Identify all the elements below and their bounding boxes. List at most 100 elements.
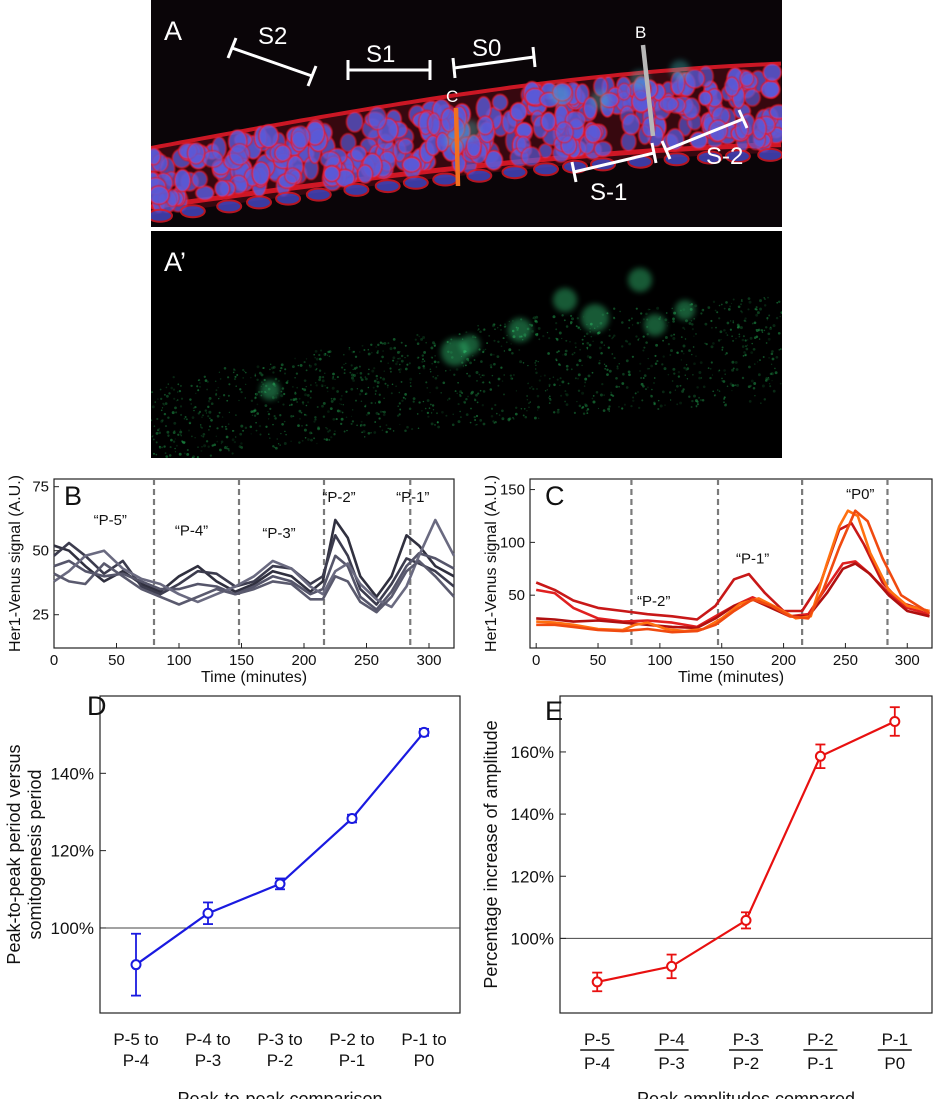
- nucleus-cell: [350, 145, 368, 162]
- green-speckle: [544, 389, 547, 392]
- green-speckle: [276, 438, 278, 440]
- bracket-s0: [453, 55, 535, 70]
- green-speckle: [490, 366, 493, 369]
- green-speckle: [611, 337, 613, 340]
- green-speckle: [598, 346, 602, 350]
- green-speckle: [532, 387, 535, 391]
- green-speckle: [305, 369, 308, 372]
- green-speckle: [305, 404, 308, 407]
- green-speckle: [686, 378, 689, 380]
- green-speckle: [747, 308, 750, 311]
- green-speckle: [454, 390, 457, 393]
- green-speckle: [688, 322, 692, 325]
- epithelial-cell: [179, 204, 206, 219]
- green-speckle: [185, 418, 188, 421]
- green-speckle: [358, 365, 361, 368]
- green-speckle: [727, 308, 731, 311]
- green-speckle: [235, 436, 237, 438]
- green-speckle: [302, 403, 304, 405]
- green-speckle: [408, 407, 412, 411]
- green-speckle: [729, 328, 732, 331]
- green-speckle: [151, 405, 155, 409]
- panel-letter-c: C: [545, 481, 565, 511]
- green-speckle: [744, 354, 747, 357]
- green-speckle: [662, 355, 665, 358]
- green-speckle: [476, 379, 478, 382]
- green-speckle: [657, 407, 660, 411]
- green-speckle: [335, 418, 338, 421]
- green-speckle: [272, 371, 275, 374]
- green-speckle: [256, 412, 260, 415]
- green-speckle: [399, 408, 402, 411]
- green-speckle: [755, 308, 758, 311]
- green-speckle: [474, 419, 477, 421]
- green-speckle: [574, 342, 577, 345]
- green-speckle: [254, 374, 257, 377]
- y-tick-label: 120%: [51, 842, 94, 861]
- nucleus-cell: [752, 117, 767, 141]
- green-speckle: [162, 402, 165, 405]
- green-speckle: [256, 403, 259, 406]
- green-speckle: [299, 363, 303, 367]
- green-speckle: [197, 446, 199, 448]
- green-speckle: [283, 420, 286, 423]
- green-speckle: [726, 334, 729, 336]
- green-speckle: [324, 384, 326, 387]
- green-speckle: [696, 386, 699, 389]
- green-speckle: [778, 300, 781, 303]
- green-speckle: [604, 367, 607, 370]
- green-speckle: [202, 432, 206, 436]
- green-speckle: [376, 351, 379, 354]
- green-speckle: [186, 418, 188, 421]
- green-speckle: [578, 359, 582, 363]
- green-speckle: [308, 364, 311, 366]
- green-speckle: [399, 371, 401, 373]
- green-speckle: [493, 323, 496, 326]
- green-speckle: [698, 376, 701, 380]
- green-speckle: [164, 402, 168, 405]
- green-speckle: [740, 300, 743, 303]
- green-speckle: [565, 403, 569, 406]
- green-speckle: [207, 445, 210, 448]
- green-speckle: [169, 446, 172, 449]
- green-speckle: [255, 392, 258, 396]
- peak-label: “P-1”: [736, 551, 769, 568]
- x-tick-label-numerator: P-3: [733, 1030, 759, 1049]
- green-speckle: [216, 427, 219, 430]
- x-tick-label-line1: P-1 to: [401, 1030, 446, 1049]
- bracket-s0-end-left: [451, 57, 457, 79]
- green-speckle: [359, 372, 363, 375]
- green-speckle: [210, 402, 214, 405]
- green-speckle: [762, 356, 765, 358]
- green-speckle: [240, 442, 243, 445]
- green-speckle: [569, 320, 573, 324]
- green-speckle: [451, 423, 455, 427]
- green-speckle: [176, 399, 179, 401]
- green-speckle: [603, 363, 606, 365]
- green-speckle: [646, 367, 649, 370]
- green-speckle: [518, 349, 521, 351]
- green-speckle: [577, 389, 581, 393]
- green-speckle: [291, 365, 295, 369]
- green-speckle: [709, 367, 712, 370]
- green-speckle: [699, 398, 703, 402]
- green-speckle: [676, 403, 679, 406]
- green-speckle: [205, 440, 209, 443]
- green-speckle: [753, 382, 757, 385]
- green-speckle: [557, 409, 559, 411]
- x-axis-label: Peak-to-peak comparison: [177, 1089, 382, 1099]
- green-speckle: [352, 409, 354, 411]
- green-speckle: [597, 407, 600, 410]
- green-speckle: [181, 459, 184, 462]
- green-speckle: [709, 376, 712, 380]
- green-speckle: [745, 345, 747, 347]
- green-speckle: [564, 400, 566, 403]
- green-speckle: [363, 349, 366, 351]
- green-speckle: [552, 315, 556, 319]
- green-speckle: [588, 343, 592, 347]
- green-speckle: [273, 415, 276, 418]
- green-speckle: [754, 308, 757, 311]
- green-speckle: [724, 373, 726, 375]
- green-speckle: [535, 364, 537, 366]
- green-speckle: [754, 363, 756, 365]
